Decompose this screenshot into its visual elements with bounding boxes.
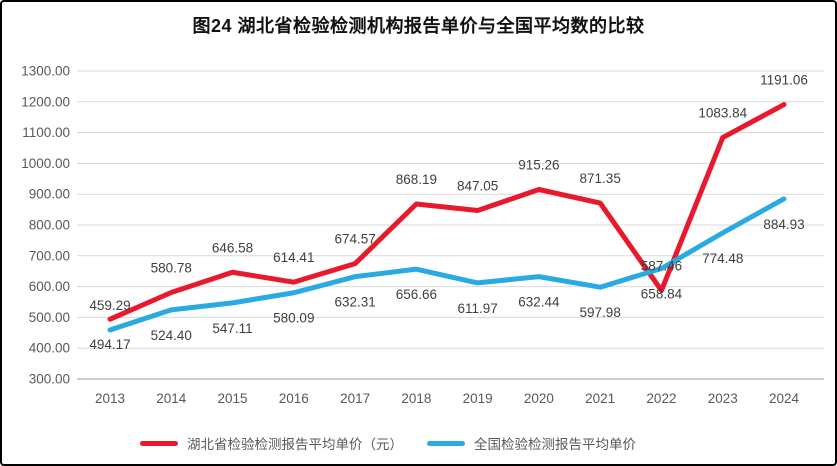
x-tick-label: 2021 <box>585 391 615 406</box>
data-label-1: 597.98 <box>580 305 621 320</box>
data-label-0: 646.58 <box>212 240 253 255</box>
y-tick-label: 1300.00 <box>21 64 70 79</box>
data-label-1: 611.97 <box>457 301 497 316</box>
legend-item-national: 全国检验检测报告平均单价 <box>427 433 636 453</box>
x-tick-label: 2015 <box>218 391 248 406</box>
y-tick-label: 1000.00 <box>21 156 70 171</box>
x-tick-label: 2016 <box>279 391 309 406</box>
x-tick-label: 2018 <box>401 391 431 406</box>
data-label-0: 871.35 <box>580 171 621 186</box>
data-label-0: 1083.84 <box>698 106 747 121</box>
y-tick-label: 1100.00 <box>22 125 70 140</box>
y-tick-label: 700.00 <box>29 248 70 263</box>
x-tick-label: 2023 <box>708 391 738 406</box>
data-label-1: 524.40 <box>151 328 192 343</box>
national-line-swatch-icon <box>427 440 465 446</box>
x-tick-label: 2014 <box>156 391 187 406</box>
data-label-1: 656.66 <box>396 287 437 302</box>
data-label-0: 587.46 <box>641 258 682 273</box>
data-label-1: 658.84 <box>641 286 683 301</box>
data-label-0: 847.05 <box>457 179 498 194</box>
legend-label-hubei: 湖北省检验检测报告平均单价（元） <box>187 437 403 452</box>
x-tick-label: 2017 <box>340 391 370 406</box>
chart-legend: 湖北省检验检测报告平均单价（元） 全国检验检测报告平均单价 <box>140 433 636 453</box>
x-tick-label: 2019 <box>463 391 493 406</box>
data-label-0: 674.57 <box>334 232 375 247</box>
data-label-0: 868.19 <box>396 172 437 187</box>
data-label-1: 580.09 <box>273 311 314 326</box>
hubei-line-swatch-icon <box>140 440 178 446</box>
y-tick-label: 500.00 <box>29 310 70 325</box>
data-label-0: 494.17 <box>89 337 130 352</box>
data-label-0: 915.26 <box>518 157 559 172</box>
data-label-1: 459.29 <box>89 298 130 313</box>
y-tick-label: 300.00 <box>29 372 70 387</box>
y-tick-label: 400.00 <box>29 341 70 356</box>
legend-label-national: 全国检验检测报告平均单价 <box>474 437 636 452</box>
data-label-1: 632.31 <box>334 295 375 310</box>
y-tick-label: 1200.00 <box>21 94 70 109</box>
data-label-0: 614.41 <box>273 250 314 265</box>
x-tick-label: 2013 <box>95 391 125 406</box>
data-label-1: 884.93 <box>763 217 804 232</box>
y-tick-label: 900.00 <box>29 187 70 202</box>
data-label-0: 580.78 <box>151 261 192 276</box>
data-label-1: 632.44 <box>518 295 560 310</box>
data-label-0: 1191.06 <box>760 73 808 88</box>
y-tick-label: 600.00 <box>29 279 70 294</box>
data-label-1: 774.48 <box>702 251 743 266</box>
x-tick-label: 2022 <box>646 391 676 406</box>
x-tick-label: 2020 <box>524 391 554 406</box>
chart-title: 图24 湖北省检验检测机构报告单价与全国平均数的比较 <box>192 16 645 36</box>
y-tick-label: 800.00 <box>29 218 70 233</box>
legend-item-hubei: 湖北省检验检测报告平均单价（元） <box>140 433 403 453</box>
x-tick-label: 2024 <box>769 391 800 406</box>
series-line-1 <box>107 196 787 333</box>
data-label-1: 547.11 <box>212 321 252 336</box>
